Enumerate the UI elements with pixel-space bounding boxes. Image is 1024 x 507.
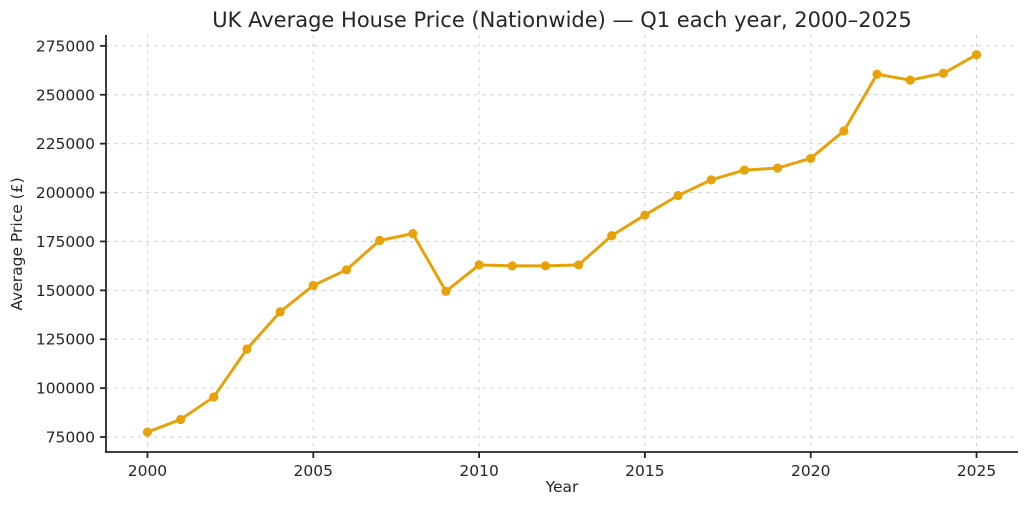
data-point: [607, 230, 617, 241]
data-point: [507, 261, 517, 271]
y-tick-label: 250000: [36, 86, 95, 104]
data-point: [806, 153, 816, 163]
data-point: [341, 265, 352, 275]
data-point: [375, 235, 385, 246]
y-tick-label: 225000: [36, 135, 95, 153]
data-point: [938, 68, 948, 78]
data-point: [142, 427, 153, 437]
y-tick-label: 150000: [36, 282, 95, 300]
data-point: [971, 50, 982, 60]
data-point: [839, 126, 849, 136]
y-tick-label: 125000: [36, 331, 95, 349]
data-point: [209, 392, 219, 402]
data-point: [308, 280, 318, 291]
data-point: [573, 260, 584, 270]
data-point: [772, 163, 783, 173]
chart-title: UK Average House Price (Nationwide) — Q1…: [212, 8, 911, 32]
y-tick-label: 75000: [46, 429, 95, 447]
series-line: [145, 53, 979, 434]
y-tick-label: 275000: [36, 37, 95, 55]
data-point: [706, 175, 716, 185]
tick-labels: 2000 2005 2010 2015 2020 2025 75000 100000 12500…: [36, 37, 996, 480]
data-point: [242, 344, 252, 354]
data-point: [176, 414, 186, 425]
data-point: [441, 286, 451, 296]
data-point: [872, 69, 882, 79]
x-tick-label: 2020: [791, 462, 830, 480]
y-axis-label: Average Price (£): [8, 177, 26, 310]
price-series: [142, 50, 982, 437]
data-point: [905, 75, 915, 85]
x-tick-label: 2025: [957, 462, 996, 480]
y-tick-label: 100000: [36, 380, 95, 398]
y-tick-label: 175000: [36, 233, 95, 251]
data-point: [474, 260, 484, 270]
data-point: [739, 165, 750, 175]
x-tick-label: 2005: [294, 462, 333, 480]
data-point: [640, 210, 650, 220]
x-tick-label: 2010: [459, 462, 498, 480]
x-tick-label: 2015: [625, 462, 664, 480]
data-point: [540, 261, 551, 271]
gridlines: [106, 35, 1018, 452]
x-axis-label: Year: [545, 478, 579, 496]
data-point: [275, 307, 285, 317]
data-point: [673, 190, 683, 201]
y-tick-label: 200000: [36, 184, 95, 202]
axes: [100, 35, 1018, 458]
x-tick-label: 2000: [128, 462, 167, 480]
data-point: [408, 229, 418, 239]
